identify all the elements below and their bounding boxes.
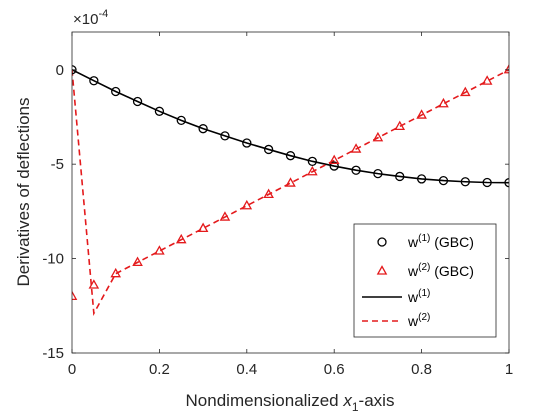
data-point <box>111 86 121 97</box>
data-point <box>220 131 230 141</box>
legend-entry: w(2) <box>362 312 430 329</box>
data-point <box>329 161 339 171</box>
legend-label: w(2) <box>407 312 430 329</box>
data-point <box>242 138 252 148</box>
data-point <box>285 151 296 161</box>
data-point <box>132 96 143 107</box>
series-line <box>72 69 509 317</box>
data-point <box>376 265 388 275</box>
data-point <box>110 267 122 278</box>
legend-label: w(1) <box>407 288 430 305</box>
x-tick-label: 0.2 <box>149 361 170 378</box>
data-point <box>328 154 340 165</box>
data-point <box>459 86 471 97</box>
y-tick-label: -5 <box>51 156 64 173</box>
data-point <box>307 165 318 176</box>
data-point <box>219 211 231 221</box>
y-tick-label: 0 <box>56 62 64 79</box>
series-solid-line <box>72 69 509 184</box>
data-point <box>263 144 274 155</box>
legend: w(1) (GBC) w(2) (GBC) w(1) w(2) <box>353 223 497 338</box>
y-tick-label: -15 <box>42 345 64 362</box>
data-point <box>197 222 209 233</box>
data-point <box>285 177 296 187</box>
x-tick-label: 0.8 <box>411 361 432 378</box>
x-tick-label: 0 <box>68 361 76 378</box>
data-point <box>132 256 143 267</box>
y-axis-label: Derivatives of deflections <box>14 98 33 287</box>
data-point <box>416 109 427 119</box>
legend-label: w(2) (GBC) <box>407 262 474 279</box>
data-point <box>438 97 449 108</box>
legend-entry: w(1) <box>362 288 430 305</box>
y-exponent: ×10-4 <box>73 8 108 28</box>
data-point <box>154 245 165 255</box>
data-point <box>176 115 186 126</box>
data-point <box>241 199 253 210</box>
series-dashed-line <box>72 69 509 317</box>
data-point <box>198 124 208 134</box>
series-marker-triangle <box>72 63 509 301</box>
data-point <box>89 76 99 86</box>
data-point <box>395 171 405 182</box>
y-tick-label: -10 <box>42 251 64 268</box>
data-point <box>503 63 509 74</box>
x-axis-label: Nondimensionalized x1-axis <box>186 391 395 414</box>
legend-entry: w(2) (GBC) <box>376 262 474 279</box>
plot-frame <box>71 31 510 354</box>
data-point <box>88 279 100 289</box>
data-point <box>377 237 387 247</box>
data-point <box>154 106 165 116</box>
legend-label: w(1) (GBC) <box>407 233 474 250</box>
data-point <box>72 290 78 301</box>
x-tick-label: 0.4 <box>236 361 257 378</box>
data-point <box>460 177 470 187</box>
data-point <box>504 178 509 188</box>
data-point <box>481 75 493 85</box>
x-tick-label: 0.6 <box>324 361 345 378</box>
data-point <box>482 177 492 188</box>
legend-entry: w(1) (GBC) <box>377 233 474 250</box>
x-tick-label: 1 <box>505 361 513 378</box>
data-point <box>307 156 318 166</box>
data-point <box>175 233 187 244</box>
data-point <box>351 165 361 175</box>
data-point <box>438 175 449 186</box>
data-point <box>373 168 383 179</box>
data-point <box>263 188 274 199</box>
data-point <box>416 174 427 184</box>
data-point <box>394 120 406 131</box>
data-point <box>372 131 384 142</box>
data-point <box>350 143 362 153</box>
series-marker-circle <box>72 65 509 188</box>
series-line <box>72 69 509 184</box>
